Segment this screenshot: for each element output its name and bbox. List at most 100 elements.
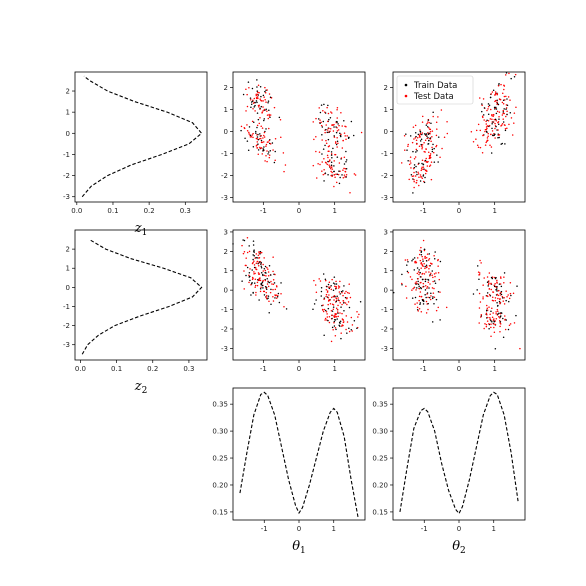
test-point [501,295,504,298]
train-point [412,150,414,153]
train-point [343,163,346,165]
test-point [323,168,325,171]
train-point [413,164,416,166]
test-point [507,96,510,98]
test-point [490,108,492,111]
test-point [331,168,334,170]
test-point [421,115,424,118]
test-point [430,161,433,163]
x-tick-label: -1 [260,365,267,373]
test-point [432,115,434,118]
train-point [322,120,325,123]
test-point [495,120,498,122]
test-point [254,110,256,112]
test-point [322,310,325,313]
train-point [350,120,353,123]
test-point [478,307,481,309]
test-point [326,129,329,131]
train-point [252,145,255,148]
train-point [424,265,426,268]
train-point [264,286,267,288]
train-point [260,271,263,274]
test-point [481,152,484,154]
test-point [245,110,247,112]
y-tick-label: -3 [63,341,70,349]
test-point [273,106,276,109]
train-point [335,328,337,331]
train-point [330,154,333,156]
test-point [503,88,505,91]
train-point [253,282,256,284]
train-point [256,90,259,92]
test-point [319,119,321,121]
test-point [328,286,330,288]
test-point [253,271,255,273]
test-point [350,316,353,319]
test-point [426,293,428,295]
train-point [415,165,417,168]
train-point [419,140,422,142]
test-point [429,154,432,157]
test-point [492,113,495,116]
train-point [500,285,503,288]
train-point [335,283,338,285]
train-point [336,173,339,176]
train-point [258,299,260,301]
train-point [415,171,418,173]
test-point [496,101,498,103]
test-point [416,306,419,309]
train-point [263,267,266,270]
train-point [483,107,486,109]
test-point [498,111,501,113]
train-point [348,136,350,139]
train-point [274,150,276,153]
y-tick-label: -1 [63,151,70,159]
train-point [258,261,261,263]
test-point [258,122,261,125]
test-point [437,258,439,261]
train-point [336,318,338,320]
test-point [508,324,511,326]
test-point [256,141,259,143]
test-point [421,177,424,180]
test-point [478,292,481,295]
test-point [429,156,431,159]
test-point [496,110,499,113]
test-point [334,314,336,316]
train-point [250,294,252,296]
z1-theta2-scatter-points [400,72,517,194]
test-point [492,319,495,321]
test-point [248,133,250,135]
train-point [342,290,344,292]
test-point [332,328,334,331]
test-point [407,143,409,146]
test-point [488,293,491,296]
test-point [257,91,259,94]
test-point [491,91,494,93]
train-point [328,131,330,133]
test-point [275,297,278,299]
test-point [263,257,265,259]
test-point [513,112,516,114]
train-point [498,82,500,85]
test-point [335,280,337,283]
train-point [416,267,419,269]
test-point [428,157,431,160]
test-point [488,306,490,308]
theta1-marginal-density-curve [239,391,359,518]
test-point [252,102,255,104]
test-point [333,123,335,126]
test-point [255,93,257,96]
train-point [335,143,338,146]
train-point [502,336,505,339]
test-point [258,104,260,107]
test-point [441,147,443,150]
legend-marker [404,83,408,87]
test-point [415,143,418,145]
train-point [419,130,421,133]
test-point [253,264,256,266]
test-point [501,101,504,104]
test-point [268,154,271,156]
test-point [258,251,260,253]
test-point [318,278,320,280]
